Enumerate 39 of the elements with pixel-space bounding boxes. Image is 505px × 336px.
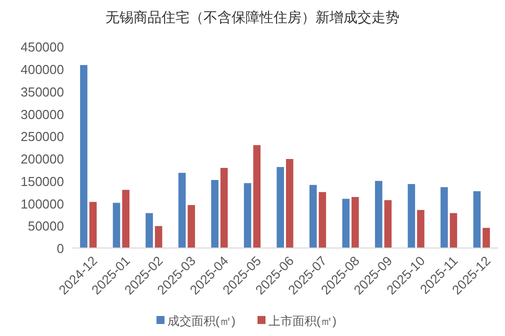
y-tick-label: 50000 <box>28 218 64 234</box>
bar <box>80 65 88 248</box>
bar <box>450 213 458 248</box>
bar <box>89 202 97 248</box>
bar <box>244 183 252 248</box>
bar <box>178 172 186 248</box>
bar <box>417 210 424 248</box>
bar <box>375 180 382 248</box>
bar <box>408 184 416 248</box>
bar <box>384 200 392 248</box>
y-tick-label: 150000 <box>20 174 64 189</box>
bar <box>482 228 490 248</box>
legend-label: 上市面积(㎡) <box>268 314 336 328</box>
bar <box>440 187 448 248</box>
y-tick-label: 200000 <box>20 152 64 167</box>
y-tick-label: 100000 <box>20 196 64 212</box>
bar <box>352 197 359 248</box>
bar <box>342 198 350 248</box>
bar <box>473 191 481 248</box>
bar <box>122 190 130 248</box>
bar <box>276 167 284 248</box>
bar <box>309 184 317 248</box>
y-tick-label: 250000 <box>20 129 64 144</box>
bar <box>253 145 261 248</box>
y-tick-label: 300000 <box>20 106 64 122</box>
bar <box>112 202 120 248</box>
y-tick-label: 350000 <box>20 84 64 100</box>
bar <box>188 205 195 248</box>
y-tick-label: 450000 <box>20 40 64 55</box>
chart-title: 无锡商品住宅（不含保障性住房）新增成交走势 <box>106 9 400 25</box>
bar <box>154 226 162 248</box>
bar <box>286 158 294 248</box>
bar <box>220 168 228 248</box>
bar <box>211 180 218 248</box>
bar <box>318 192 326 248</box>
bar <box>146 213 153 248</box>
y-tick-label: 400000 <box>20 62 64 78</box>
legend-label: 成交面积(㎡) <box>168 314 236 328</box>
y-tick-label: 0 <box>56 241 64 256</box>
